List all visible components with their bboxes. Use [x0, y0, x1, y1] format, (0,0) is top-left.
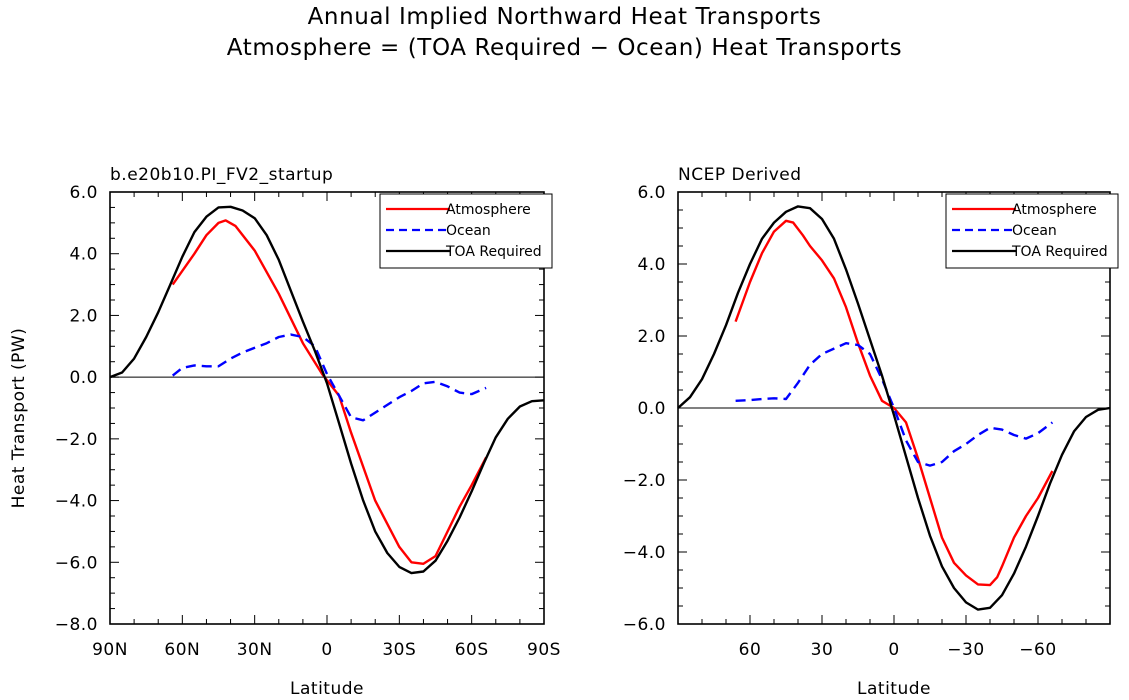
model-panel: 6.0 4.0 2.0 0.0 −2.0 −4.0 −6.0 −8.0 90N 60N 30N 0 30… — [9, 165, 561, 699]
series-line-toa-required — [677, 205, 1111, 611]
x-tick-label: −30 — [947, 640, 984, 660]
y-tick-label: −2.0 — [623, 471, 666, 491]
x-tick-label: −60 — [1019, 640, 1056, 660]
y-tick-label: −4.0 — [55, 492, 98, 512]
x-tick-label: 30 — [811, 640, 834, 660]
figure-title: Annual Implied Northward Heat Transports — [307, 4, 822, 30]
y-tick-label: 4.0 — [637, 255, 666, 275]
x-tick-label: 90S — [527, 640, 561, 660]
y-tick-label: 0.0 — [637, 399, 666, 419]
x-axis-label: Latitude — [290, 679, 364, 699]
figure-subtitle: Atmosphere = (TOA Required − Ocean) Heat… — [226, 35, 903, 61]
x-tick-label: 0 — [321, 640, 332, 660]
y-tick-label: 0.0 — [69, 368, 98, 388]
y-tick-label: −6.0 — [623, 615, 666, 635]
panel-title: b.e20b10.PI_FV2_startup — [110, 165, 333, 185]
x-tick-label: 60S — [455, 640, 489, 660]
legend-box — [379, 193, 553, 269]
x-tick-label: 30S — [382, 640, 416, 660]
legend-label: Ocean — [1012, 223, 1057, 239]
x-tick-label: 0 — [888, 640, 899, 660]
series-line-ocean — [735, 342, 1054, 467]
y-tick-label: −8.0 — [55, 615, 98, 635]
y-tick-label: 2.0 — [69, 306, 98, 326]
y-tick-label: 2.0 — [637, 327, 666, 347]
figure-title-block: Annual Implied Northward Heat Transports… — [0, 2, 1129, 64]
legend-label: TOA Required — [445, 244, 542, 260]
series-line-atmosphere — [171, 219, 488, 565]
legend-label: Ocean — [446, 223, 491, 239]
y-tick-label: 6.0 — [637, 183, 666, 203]
panel-title: NCEP Derived — [678, 165, 802, 185]
legend-box — [945, 193, 1119, 269]
y-tick-label: 6.0 — [69, 183, 98, 203]
ncep-panel: 6.0 4.0 2.0 0.0 −2.0 −4.0 −6.0 60 30 0 −30 −60 Latit… — [623, 165, 1119, 699]
legend-label: Atmosphere — [1012, 202, 1097, 218]
series-line-ocean — [171, 333, 487, 422]
y-tick-label: −4.0 — [623, 543, 666, 563]
legend-label: TOA Required — [1011, 244, 1108, 260]
x-tick-label: 60 — [739, 640, 762, 660]
series-line-atmosphere — [734, 219, 1054, 587]
series-line-toa-required — [109, 205, 545, 575]
x-tick-label: 30N — [237, 640, 273, 660]
y-tick-label: 4.0 — [69, 245, 98, 265]
y-tick-label: −6.0 — [55, 553, 98, 573]
legend-label: Atmosphere — [446, 202, 531, 218]
y-axis-label: Heat Transport (PW) — [9, 328, 29, 509]
x-tick-label: 90N — [92, 640, 128, 660]
x-tick-label: 60N — [164, 640, 200, 660]
y-tick-label: −2.0 — [55, 430, 98, 450]
x-axis-label: Latitude — [857, 679, 931, 699]
